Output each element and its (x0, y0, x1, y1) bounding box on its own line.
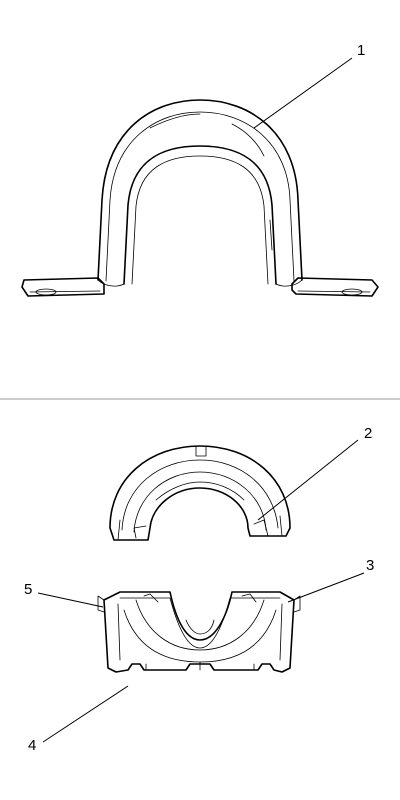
callout-5: 5 (24, 581, 32, 598)
leader-line-1 (253, 57, 353, 129)
callout-1: 1 (357, 42, 365, 59)
upper-insulator-half (109, 445, 291, 541)
callout-4: 4 (28, 737, 36, 754)
leader-line-3 (287, 572, 365, 603)
leader-line-2 (257, 439, 359, 521)
callout-2: 2 (364, 425, 372, 442)
stabilizer-clamp-bracket (21, 99, 379, 297)
lower-insulator-half (97, 591, 301, 673)
leader-line-4 (42, 685, 129, 743)
leader-line-5 (37, 592, 104, 608)
callout-3: 3 (366, 557, 374, 574)
